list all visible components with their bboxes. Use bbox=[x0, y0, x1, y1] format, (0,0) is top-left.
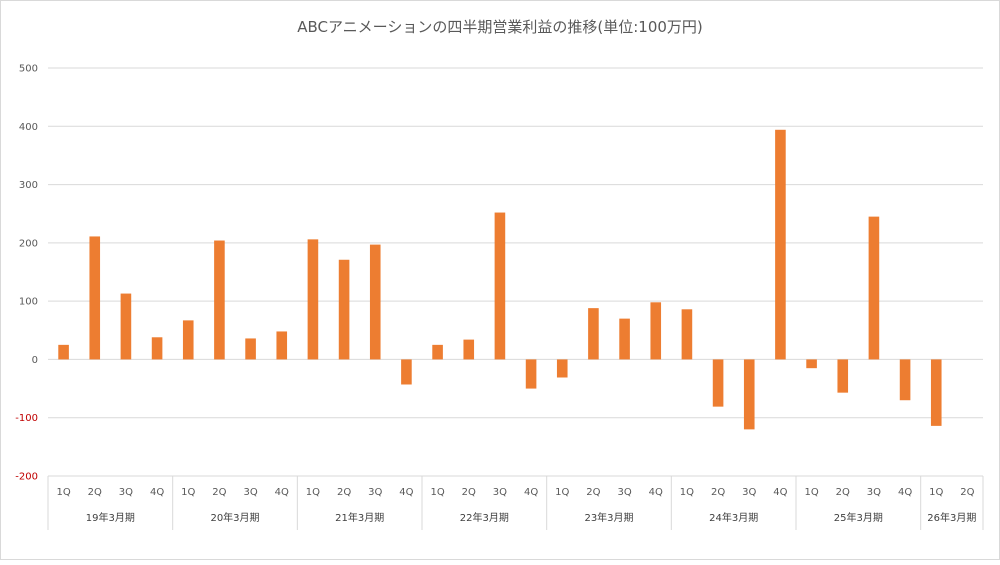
x-quarter-label: 3Q bbox=[368, 487, 382, 498]
y-tick-label: -200 bbox=[15, 472, 38, 483]
x-group-label: 24年3月期 bbox=[709, 511, 758, 524]
bar-22年3月期-1Q bbox=[432, 344, 443, 360]
bar-20年3月期-4Q bbox=[276, 331, 288, 360]
x-group-label: 22年3月期 bbox=[460, 511, 509, 524]
x-quarter-label: 2Q bbox=[960, 487, 974, 498]
bar-25年3月期-1Q bbox=[806, 359, 817, 369]
chart-title: ABCアニメーションの四半期営業利益の推移(単位:100万円) bbox=[297, 18, 703, 36]
x-quarter-label: 2Q bbox=[88, 487, 102, 498]
y-tick-label: -100 bbox=[15, 413, 38, 424]
x-group-label: 20年3月期 bbox=[210, 511, 259, 524]
bar-23年3月期-3Q bbox=[619, 318, 630, 360]
x-quarter-label: 4Q bbox=[150, 487, 164, 498]
x-quarter-label: 4Q bbox=[275, 487, 289, 498]
bars bbox=[58, 129, 942, 430]
x-quarter-label: 2Q bbox=[337, 487, 351, 498]
x-quarter-label: 3Q bbox=[119, 487, 133, 498]
bar-25年3月期-4Q bbox=[899, 359, 911, 401]
bar-21年3月期-3Q bbox=[369, 244, 381, 360]
bar-25年3月期-2Q bbox=[837, 359, 849, 393]
x-group-label: 25年3月期 bbox=[834, 511, 883, 524]
x-quarter-label: 1Q bbox=[430, 487, 444, 498]
bar-19年3月期-1Q bbox=[58, 344, 69, 360]
x-quarter-label: 2Q bbox=[836, 487, 850, 498]
y-tick-label: 400 bbox=[19, 122, 38, 133]
bar-20年3月期-3Q bbox=[245, 338, 256, 360]
gridlines bbox=[48, 67, 983, 477]
bar-19年3月期-3Q bbox=[120, 293, 132, 360]
x-quarter-label: 4Q bbox=[649, 487, 663, 498]
y-tick-label: 100 bbox=[19, 297, 38, 308]
bar-23年3月期-2Q bbox=[588, 308, 599, 360]
bar-19年3月期-2Q bbox=[89, 236, 101, 360]
bar-22年3月期-3Q bbox=[494, 212, 506, 360]
bar-21年3月期-1Q bbox=[307, 239, 319, 360]
x-quarter-label: 1Q bbox=[804, 487, 818, 498]
y-tick-label: 0 bbox=[32, 355, 38, 366]
bar-20年3月期-1Q bbox=[182, 320, 194, 360]
bar-21年3月期-4Q bbox=[401, 359, 412, 385]
bar-24年3月期-1Q bbox=[681, 309, 693, 360]
x-quarter-label: 1Q bbox=[680, 487, 694, 498]
bar-23年3月期-4Q bbox=[650, 302, 662, 360]
x-quarter-label: 3Q bbox=[617, 487, 631, 498]
x-axis: 1Q 2Q 3Q 4Q 1Q 2Q 3Q 4Q 1Q 2Q 3Q 4Q 1Q 2Q 3Q 4Q 1Q 2Q 3Q 4Q… bbox=[47, 476, 984, 530]
x-quarter-label: 4Q bbox=[898, 487, 912, 498]
x-quarter-label: 1Q bbox=[181, 487, 195, 498]
x-quarter-label: 3Q bbox=[493, 487, 507, 498]
y-tick-label: 300 bbox=[19, 180, 38, 191]
x-group-label: 23年3月期 bbox=[584, 511, 633, 524]
bar-20年3月期-2Q bbox=[214, 240, 225, 360]
x-group-label: 26年3月期 bbox=[927, 511, 976, 524]
x-quarter-label: 3Q bbox=[742, 487, 756, 498]
bar-22年3月期-2Q bbox=[463, 339, 475, 360]
x-group-label: 21年3月期 bbox=[335, 511, 384, 524]
x-quarter-label: 4Q bbox=[524, 487, 538, 498]
x-quarter-label: 1Q bbox=[555, 487, 569, 498]
x-quarter-label: 1Q bbox=[929, 487, 943, 498]
x-quarter-label: 4Q bbox=[773, 487, 787, 498]
x-quarter-label: 2Q bbox=[586, 487, 600, 498]
y-tick-label: 200 bbox=[19, 238, 38, 249]
x-quarter-label: 1Q bbox=[56, 487, 70, 498]
y-axis-ticks: 500 400 300 200 100 0 -100 -200 bbox=[15, 64, 38, 483]
bar-24年3月期-3Q bbox=[743, 359, 755, 430]
bar-25年3月期-3Q bbox=[868, 216, 880, 360]
x-quarter-label: 3Q bbox=[867, 487, 881, 498]
bar-23年3月期-1Q bbox=[556, 359, 568, 378]
bar-19年3月期-4Q bbox=[151, 337, 163, 360]
bar-21年3月期-2Q bbox=[338, 259, 350, 360]
bar-24年3月期-4Q bbox=[775, 129, 786, 360]
bar-26年3月期-1Q bbox=[930, 359, 942, 426]
bar-22年3月期-4Q bbox=[525, 359, 537, 389]
x-quarter-label: 1Q bbox=[306, 487, 320, 498]
x-quarter-label: 4Q bbox=[399, 487, 413, 498]
bar-24年3月期-2Q bbox=[712, 359, 724, 407]
y-tick-label: 500 bbox=[19, 64, 38, 75]
x-quarter-label: 3Q bbox=[243, 487, 257, 498]
x-quarter-label: 2Q bbox=[711, 487, 725, 498]
x-quarter-label: 2Q bbox=[212, 487, 226, 498]
x-group-label: 19年3月期 bbox=[86, 511, 135, 524]
x-quarter-label: 2Q bbox=[462, 487, 476, 498]
